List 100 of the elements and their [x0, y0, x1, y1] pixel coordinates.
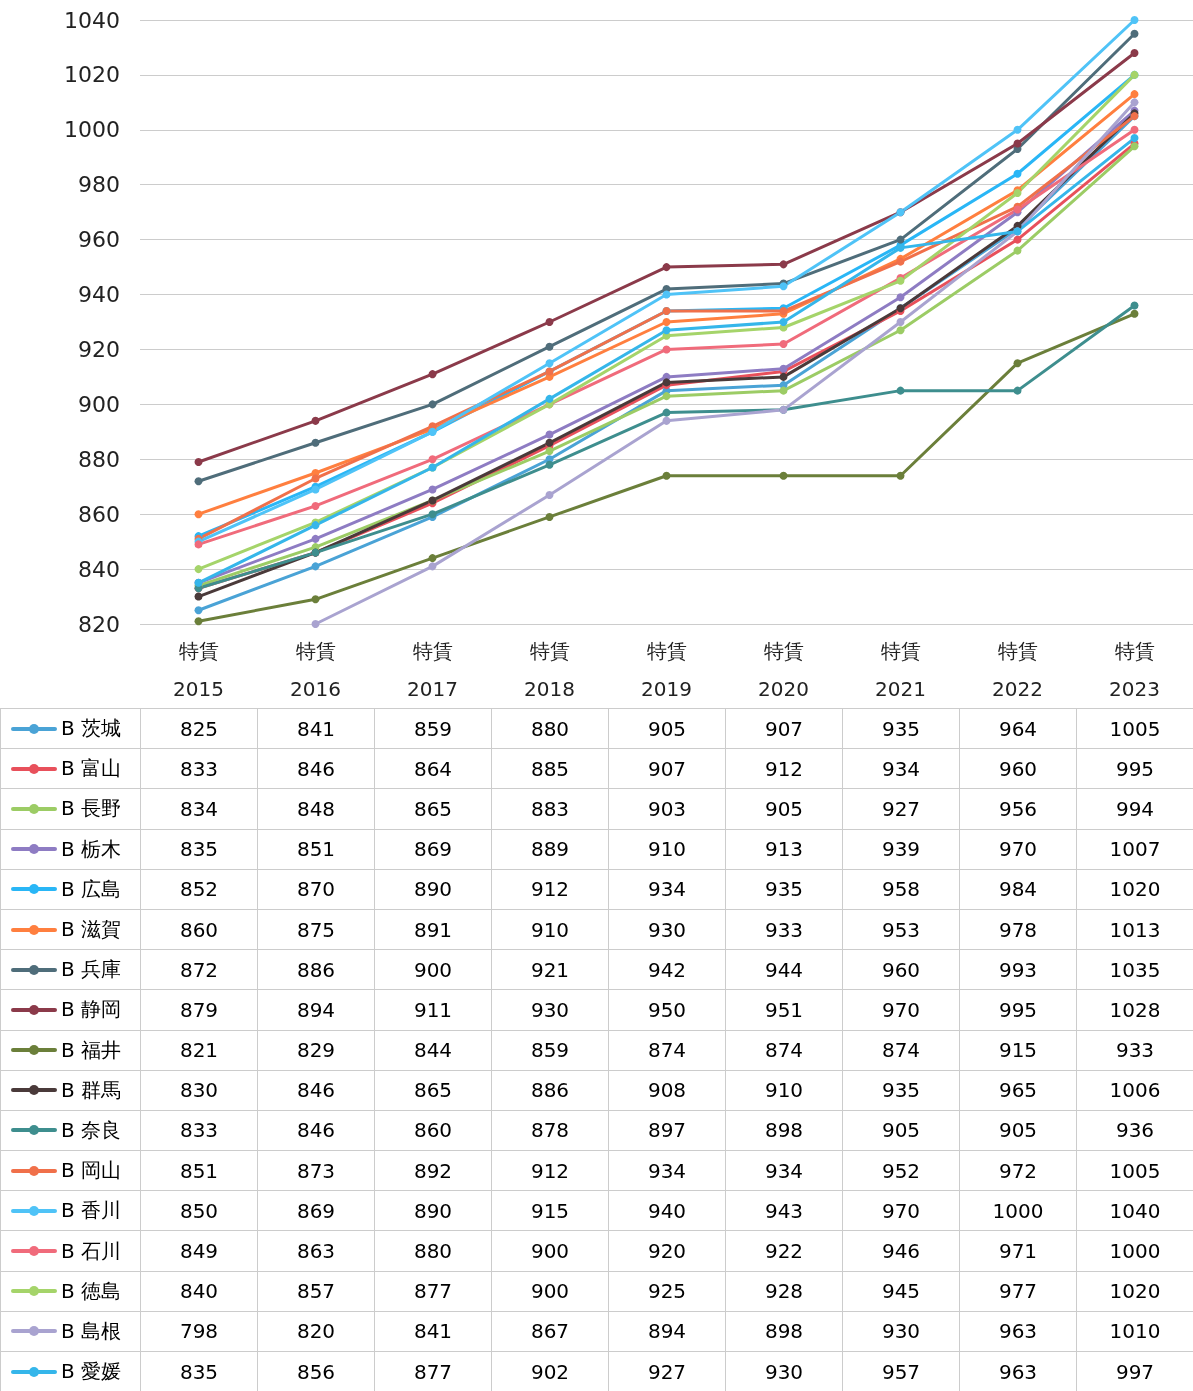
- point: [545, 394, 554, 403]
- data-label: 1006: [1076, 1070, 1193, 1111]
- point: [662, 326, 671, 335]
- data-label: 943: [725, 1190, 843, 1231]
- data-label: 934: [842, 748, 960, 789]
- y-tick-label: 920: [78, 336, 120, 362]
- data-label: 905: [725, 788, 843, 830]
- data-label: 860: [374, 1110, 492, 1151]
- y-tick-label: 1020: [64, 62, 120, 88]
- data-label: 878: [491, 1110, 609, 1151]
- data-label: 936: [1076, 1110, 1193, 1151]
- point: [1130, 125, 1139, 134]
- data-label: 849: [140, 1230, 258, 1272]
- point: [662, 408, 671, 417]
- data-label: 933: [1076, 1030, 1193, 1071]
- data-label: 841: [257, 708, 375, 749]
- point: [311, 474, 320, 483]
- data-label: 821: [140, 1030, 258, 1071]
- data-label: 841: [374, 1311, 492, 1352]
- data-label: 972: [959, 1150, 1077, 1191]
- y-tick-label: 900: [78, 391, 120, 417]
- point: [1130, 16, 1139, 24]
- data-label: 1005: [1076, 1150, 1193, 1191]
- x-tick-label: 特賃 2016: [290, 639, 341, 701]
- point: [896, 386, 905, 395]
- data-label: 933: [725, 909, 843, 950]
- y-tick-label: 960: [78, 227, 120, 253]
- point: [194, 477, 203, 486]
- data-label: 920: [608, 1230, 726, 1272]
- data-label: 846: [257, 748, 375, 789]
- data-label: 890: [374, 869, 492, 910]
- data-label: 977: [959, 1271, 1077, 1312]
- data-label: 898: [725, 1110, 843, 1151]
- data-label: 927: [608, 1351, 726, 1391]
- y-tick-label: 880: [78, 446, 120, 472]
- y-tick-label: 860: [78, 501, 120, 527]
- point: [428, 455, 437, 464]
- data-label: 934: [608, 1150, 726, 1191]
- y-tick-label: 980: [78, 172, 120, 198]
- data-label: 930: [608, 909, 726, 950]
- data-label: 930: [842, 1311, 960, 1352]
- data-label: 903: [608, 788, 726, 830]
- data-label: 912: [725, 748, 843, 789]
- data-label: 995: [959, 989, 1077, 1030]
- data-label: 960: [842, 949, 960, 990]
- data-label: 846: [257, 1070, 375, 1111]
- point: [194, 606, 203, 615]
- data-label: 873: [257, 1150, 375, 1191]
- point: [662, 290, 671, 299]
- data-label: 964: [959, 708, 1077, 749]
- data-label: 880: [491, 708, 609, 749]
- point: [662, 416, 671, 425]
- data-label: 965: [959, 1070, 1077, 1111]
- data-label: 922: [725, 1230, 843, 1272]
- data-label: 1035: [1076, 949, 1193, 990]
- data-label: 1000: [959, 1190, 1077, 1231]
- data-label: 944: [725, 949, 843, 990]
- y-tick-label: 840: [78, 556, 120, 582]
- point: [896, 471, 905, 480]
- data-label: 946: [842, 1230, 960, 1272]
- data-label: 907: [725, 708, 843, 749]
- x-tick-label: 特賃 2022: [992, 639, 1043, 701]
- data-label: 852: [140, 869, 258, 910]
- data-label: 864: [374, 748, 492, 789]
- x-tick-label: 特賃 2021: [875, 639, 926, 701]
- point: [896, 235, 905, 244]
- x-tick-label: 特賃 2019: [641, 639, 692, 701]
- legend-label: B 富山: [61, 756, 122, 781]
- data-label: 874: [608, 1030, 726, 1071]
- data-label: 900: [374, 949, 492, 990]
- data-label: 894: [608, 1311, 726, 1352]
- data-label: 910: [725, 1070, 843, 1111]
- x-tick-label: 特賃 2018: [524, 639, 575, 701]
- x-tick-label: 特賃 2020: [758, 639, 809, 701]
- point: [545, 490, 554, 499]
- legend-label: B 茨城: [61, 716, 122, 741]
- y-tick-label: 820: [78, 611, 120, 637]
- point: [1130, 98, 1139, 107]
- data-label: 928: [725, 1271, 843, 1312]
- y-tick-label: 1040: [64, 7, 120, 33]
- data-label: 935: [842, 708, 960, 749]
- point: [311, 620, 320, 628]
- data-label: 912: [491, 1150, 609, 1191]
- data-label: 915: [491, 1190, 609, 1231]
- point: [662, 471, 671, 480]
- point: [1130, 134, 1139, 143]
- data-label: 835: [140, 1351, 258, 1391]
- data-label: 846: [257, 1110, 375, 1151]
- data-label: 963: [959, 1311, 1077, 1352]
- data-label: 995: [1076, 748, 1193, 789]
- data-label: 993: [959, 949, 1077, 990]
- data-label: 1007: [1076, 829, 1193, 870]
- data-label: 869: [374, 829, 492, 870]
- data-label: 835: [140, 829, 258, 870]
- data-label: 1010: [1076, 1311, 1193, 1352]
- data-label: 950: [608, 989, 726, 1030]
- point: [1013, 359, 1022, 368]
- y-tick-label: 940: [78, 282, 120, 308]
- data-label: 872: [140, 949, 258, 990]
- data-label: 898: [725, 1311, 843, 1352]
